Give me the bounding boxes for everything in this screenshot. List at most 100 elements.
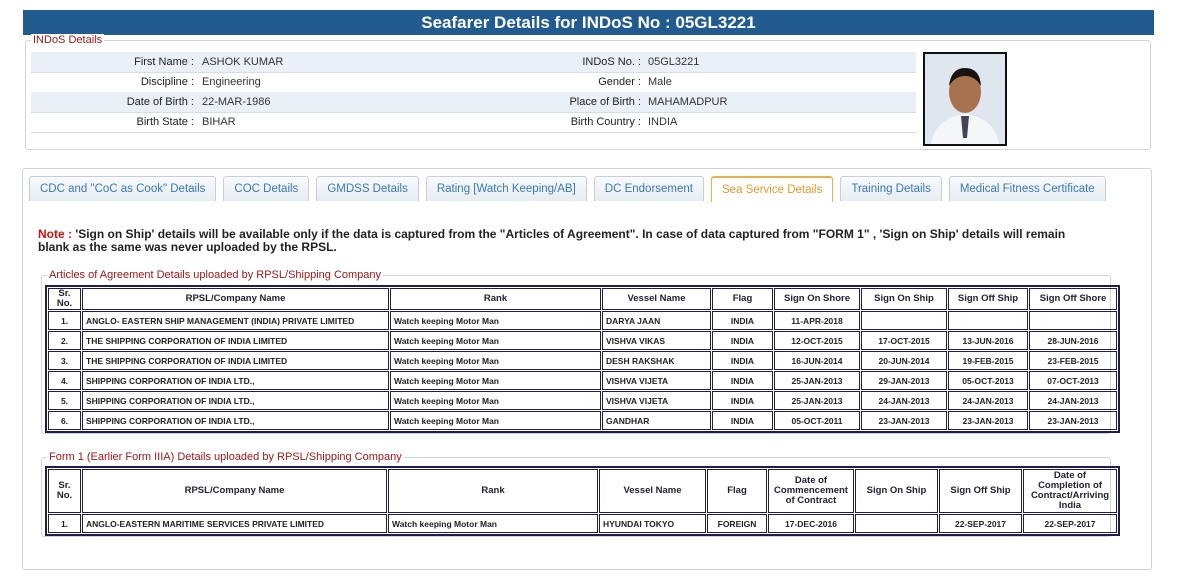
table-cell: 22-SEP-2017 bbox=[939, 514, 1022, 533]
table-cell: INDIA bbox=[712, 311, 773, 330]
column-header: Rank bbox=[390, 288, 601, 310]
note-text: 'Sign on Ship' details will be available… bbox=[38, 227, 1066, 254]
field-value: INDIA bbox=[648, 116, 678, 128]
tab[interactable]: Medical Fitness Certificate bbox=[948, 176, 1106, 201]
tab[interactable]: Rating [Watch Keeping/AB] bbox=[425, 176, 587, 201]
table-cell: INDIA bbox=[712, 411, 773, 430]
table-cell: 2. bbox=[48, 331, 81, 350]
table-cell: 5. bbox=[48, 391, 81, 410]
table-cell: 4. bbox=[48, 371, 81, 390]
table-cell: INDIA bbox=[712, 331, 773, 350]
table-cell: INDIA bbox=[712, 371, 773, 390]
table-cell: 23-FEB-2015 bbox=[1029, 351, 1117, 370]
table-cell: Watch keeping Motor Man bbox=[388, 514, 598, 533]
note: Note : 'Sign on Ship' details will be av… bbox=[38, 228, 1098, 254]
tab[interactable]: CDC and "CoC as Cook" Details bbox=[29, 176, 217, 201]
panel-legend: Form 1 (Earlier Form IIIA) Details uploa… bbox=[47, 451, 404, 464]
table-cell: ANGLO-EASTERN MARITIME SERVICES PRIVATE … bbox=[82, 514, 387, 533]
field-value: Male bbox=[648, 76, 672, 88]
header-row: Sr. No. RPSL/Company Name Rank Vessel Name F… bbox=[48, 288, 1117, 310]
column-header: Sign On Shore bbox=[774, 288, 860, 310]
table-row: 5. SHIPPING CORPORATION OF INDIA LTD., Wat… bbox=[48, 391, 1117, 410]
table-cell: 11-APR-2018 bbox=[774, 311, 860, 330]
info-row: Date of Birth : 22-MAR-1986 Place of Birth… bbox=[31, 92, 916, 113]
tab[interactable]: GMDSS Details bbox=[316, 176, 419, 201]
table-cell: SHIPPING CORPORATION OF INDIA LTD., bbox=[82, 371, 389, 390]
panel-legend: Articles of Agreement Details uploaded b… bbox=[47, 269, 384, 282]
column-header: Sr. No. bbox=[48, 288, 81, 310]
field-label: Date of Birth : bbox=[126, 96, 194, 108]
column-header: Flag bbox=[707, 469, 767, 513]
table-cell: 20-JUN-2014 bbox=[861, 351, 947, 370]
table-cell: 16-JUN-2014 bbox=[774, 351, 860, 370]
column-header: Date of Commencement of Contract bbox=[768, 469, 854, 513]
column-header: Sign Off Shore bbox=[1029, 288, 1117, 310]
column-header: Date of Completion of Contract/Arriving … bbox=[1023, 469, 1117, 513]
table-cell: 07-OCT-2013 bbox=[1029, 371, 1117, 390]
field-value: Engineering bbox=[202, 76, 261, 88]
table-cell: INDIA bbox=[712, 351, 773, 370]
column-header: Vessel Name bbox=[599, 469, 706, 513]
table-cell: 12-OCT-2015 bbox=[774, 331, 860, 350]
table-row: 1. ANGLO- EASTERN SHIP MANAGEMENT (INDIA)… bbox=[48, 311, 1117, 330]
table-cell: SHIPPING CORPORATION OF INDIA LTD., bbox=[82, 391, 389, 410]
column-header: Sign On Ship bbox=[855, 469, 938, 513]
field-value: BIHAR bbox=[202, 116, 236, 128]
field-label: First Name : bbox=[134, 56, 194, 68]
table-cell: HYUNDAI TOKYO bbox=[599, 514, 706, 533]
table-row: 2. THE SHIPPING CORPORATION OF INDIA LIMI… bbox=[48, 331, 1117, 350]
tab[interactable]: Training Details bbox=[840, 176, 942, 201]
table-cell: THE SHIPPING CORPORATION OF INDIA LIMITE… bbox=[82, 351, 389, 370]
column-header: RPSL/Company Name bbox=[82, 288, 389, 310]
table-cell: 17-DEC-2016 bbox=[768, 514, 854, 533]
empty-cell bbox=[1029, 311, 1117, 330]
table-cell: INDIA bbox=[712, 391, 773, 410]
empty-cell bbox=[861, 311, 947, 330]
table-cell: 23-JAN-2013 bbox=[1029, 411, 1117, 430]
column-header: Rank bbox=[388, 469, 598, 513]
table-cell: 22-SEP-2017 bbox=[1023, 514, 1117, 533]
table-cell: DESH RAKSHAK bbox=[602, 351, 711, 370]
table-cell: VISHVA VIJETA bbox=[602, 371, 711, 390]
articles-table: Sr. No. RPSL/Company Name Rank Vessel Name F… bbox=[45, 285, 1120, 433]
table-row: 3. THE SHIPPING CORPORATION OF INDIA LIMI… bbox=[48, 351, 1117, 370]
field-value: ASHOK KUMAR bbox=[202, 56, 284, 68]
table-cell: 29-JAN-2013 bbox=[861, 371, 947, 390]
column-header: Flag bbox=[712, 288, 773, 310]
table-cell: 6. bbox=[48, 411, 81, 430]
table-cell: ANGLO- EASTERN SHIP MANAGEMENT (INDIA) P… bbox=[82, 311, 389, 330]
column-header: Vessel Name bbox=[602, 288, 711, 310]
field-value: 22-MAR-1986 bbox=[202, 96, 271, 108]
articles-panel: Articles of Agreement Details uploaded b… bbox=[41, 269, 1111, 434]
table-cell: 24-JAN-2013 bbox=[861, 391, 947, 410]
table-cell: 1. bbox=[48, 514, 81, 533]
table-cell: VISHVA VIKAS bbox=[602, 331, 711, 350]
tab-bar: CDC and "CoC as Cook" Details COC Details… bbox=[29, 176, 1106, 202]
column-header: RPSL/Company Name bbox=[82, 469, 387, 513]
table-cell: 17-OCT-2015 bbox=[861, 331, 947, 350]
table-cell: 28-JUN-2016 bbox=[1029, 331, 1117, 350]
info-row: Birth State : BIHAR Birth Country : INDIA bbox=[31, 112, 916, 133]
column-header: Sign Off Ship bbox=[939, 469, 1022, 513]
empty-cell bbox=[855, 514, 938, 533]
tab[interactable]: Sea Service Details bbox=[711, 176, 834, 202]
table-row: 4. SHIPPING CORPORATION OF INDIA LTD., Wat… bbox=[48, 371, 1117, 390]
table-cell: 24-JAN-2013 bbox=[948, 391, 1028, 410]
table-cell: 05-OCT-2011 bbox=[774, 411, 860, 430]
table-cell: Watch keeping Motor Man bbox=[390, 331, 601, 350]
tab[interactable]: DC Endorsement bbox=[593, 176, 704, 201]
table-cell: 23-JAN-2013 bbox=[861, 411, 947, 430]
header-row: Sr. No. RPSL/Company Name Rank Vessel Name F… bbox=[48, 469, 1117, 513]
table-cell: 25-JAN-2013 bbox=[774, 371, 860, 390]
field-value: MAHAMADPUR bbox=[648, 96, 728, 108]
seafarer-photo bbox=[923, 52, 1007, 146]
table-cell: GANDHAR bbox=[602, 411, 711, 430]
note-label: Note : bbox=[38, 227, 72, 241]
column-header: Sign Off Ship bbox=[948, 288, 1028, 310]
table-cell: Watch keeping Motor Man bbox=[390, 351, 601, 370]
column-header: Sign On Ship bbox=[861, 288, 947, 310]
tab[interactable]: COC Details bbox=[223, 176, 310, 201]
table-cell: 1. bbox=[48, 311, 81, 330]
table-cell: FOREIGN bbox=[707, 514, 767, 533]
